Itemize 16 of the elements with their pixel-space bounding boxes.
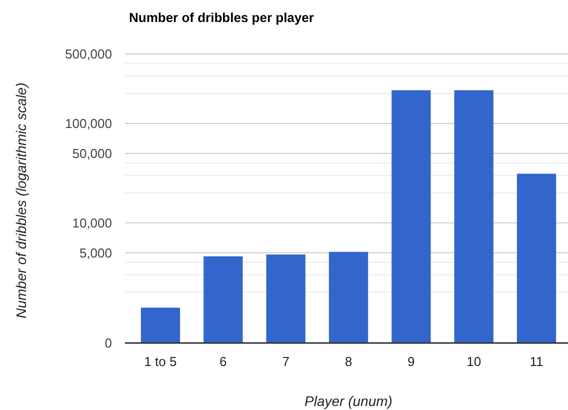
y-tick-label: 50,000 (72, 146, 112, 161)
y-axis-title: Number of dribbles (logarithmic scale) (13, 82, 29, 318)
y-tick-label: 100,000 (65, 116, 112, 132)
y-tick-label: 0 (104, 336, 112, 351)
x-tick-label: 11 (530, 354, 544, 369)
x-tick-label: 7 (282, 354, 290, 369)
chart-title: Number of dribbles per player (129, 10, 314, 25)
y-tick-label: 10,000 (72, 215, 112, 230)
x-tick-label: 9 (408, 354, 415, 369)
x-tick-label: 6 (220, 354, 227, 369)
x-tick-label: 8 (344, 354, 352, 369)
x-tick-label: 1 to 5 (144, 354, 177, 369)
y-tick-label: 5,000 (79, 245, 112, 260)
x-axis-title: Player (unum) (304, 393, 392, 409)
x-tick-label: 10 (466, 354, 482, 369)
y-tick-label: 500,000 (65, 46, 112, 62)
